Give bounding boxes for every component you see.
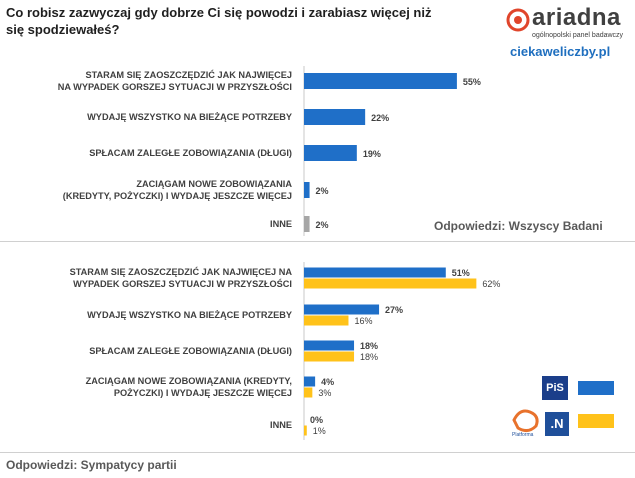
data-label-all-1: 22%: [371, 113, 389, 123]
bar-all-3: [304, 182, 310, 198]
category-label-all-3: ZACIĄGAM NOWE ZOBOWIĄZANIA: [136, 179, 292, 189]
bar-all-1: [304, 109, 366, 125]
po-logo-icon: Platforma: [512, 409, 539, 438]
category-label-all-0: STARAM SIĘ ZAOSZCZĘDZIĆ JAK NAJWIĘCEJ: [85, 69, 292, 80]
nowoczesna-logo-icon: .N: [545, 412, 569, 436]
brand-tagline: ogólnopolski panel badawczy: [532, 32, 624, 39]
data-label-po-1: 16%: [354, 316, 372, 326]
bar-po-4: [304, 425, 307, 436]
category-label-party-0: WYPADEK GORSZEJ SYTUACJI W PRZYSZŁOŚCI: [73, 278, 292, 289]
bar-po-1: [304, 315, 349, 326]
site-link[interactable]: ciekaweliczby.pl: [510, 44, 611, 59]
data-label-po-0: 62%: [482, 279, 500, 289]
legend-swatch-pis: [578, 381, 614, 395]
bar-pis-2: [304, 340, 355, 351]
note-party-supporters: Odpowiedzi: Sympatycy partii: [6, 458, 177, 472]
bar-all-2: [304, 145, 357, 161]
ariadna-logo-icon: [506, 8, 530, 32]
category-label-party-1: WYDAJĘ WSZYSTKO NA BIEŻĄCE POTRZEBY: [87, 310, 292, 320]
category-label-all-4: INNE: [270, 219, 292, 229]
data-label-all-4: 2%: [316, 220, 329, 230]
pis-logo-icon: PiS: [542, 376, 568, 400]
category-label-party-2: SPŁACAM ZALEGŁE ZOBOWIĄZANIA (DŁUGI): [89, 346, 292, 356]
chart-title: Co robisz zazwyczaj gdy dobrze Ci się po…: [6, 5, 432, 37]
legend-swatch-po-n: [578, 414, 614, 428]
brand-name: ariadna: [532, 4, 621, 31]
bar-po-0: [304, 278, 477, 289]
note-all-respondents: Odpowiedzi: Wszyscy Badani: [434, 219, 603, 233]
category-label-party-4: INNE: [270, 420, 292, 430]
category-label-all-2: SPŁACAM ZALEGŁE ZOBOWIĄZANIA (DŁUGI): [89, 148, 292, 158]
data-label-pis-0: 51%: [452, 268, 470, 278]
bar-all-0: [304, 73, 457, 89]
section-divider: [0, 241, 635, 242]
bar-po-2: [304, 351, 355, 362]
category-label-party-3: ZACIĄGAM NOWE ZOBOWIĄZANIA (KREDYTY,: [86, 376, 292, 386]
data-label-po-4: 1%: [313, 426, 326, 436]
bar-po-3: [304, 387, 313, 398]
data-label-pis-4: 0%: [310, 415, 323, 425]
data-label-po-3: 3%: [318, 388, 331, 398]
data-label-all-0: 55%: [463, 77, 481, 87]
bar-pis-1: [304, 304, 380, 315]
category-label-party-3: POŻYCZKI) I WYDAJĘ JESZCZE WIĘCEJ: [114, 388, 292, 398]
bar-pis-0: [304, 267, 446, 278]
category-label-all-3: (KREDYTY, POŻYCZKI) I WYDAJĘ JESZCZE WIĘ…: [63, 191, 292, 201]
data-label-all-2: 19%: [363, 149, 381, 159]
data-label-pis-1: 27%: [385, 305, 403, 315]
data-label-po-2: 18%: [360, 352, 378, 362]
data-label-pis-2: 18%: [360, 341, 378, 351]
bar-pis-3: [304, 376, 316, 387]
svg-text:Platforma: Platforma: [512, 432, 534, 438]
category-label-all-0: NA WYPADEK GORSZEJ SYTUACJI W PRZYSZŁOŚC…: [58, 81, 292, 92]
data-label-all-3: 2%: [316, 186, 329, 196]
data-label-pis-3: 4%: [321, 377, 334, 387]
category-label-party-0: STARAM SIĘ ZAOSZCZĘDZIĆ JAK NAJWIĘCEJ NA: [70, 266, 293, 277]
bar-all-4: [304, 216, 310, 232]
category-label-all-1: WYDAJĘ WSZYSTKO NA BIEŻĄCE POTRZEBY: [87, 112, 292, 122]
footer-divider: [0, 452, 635, 453]
